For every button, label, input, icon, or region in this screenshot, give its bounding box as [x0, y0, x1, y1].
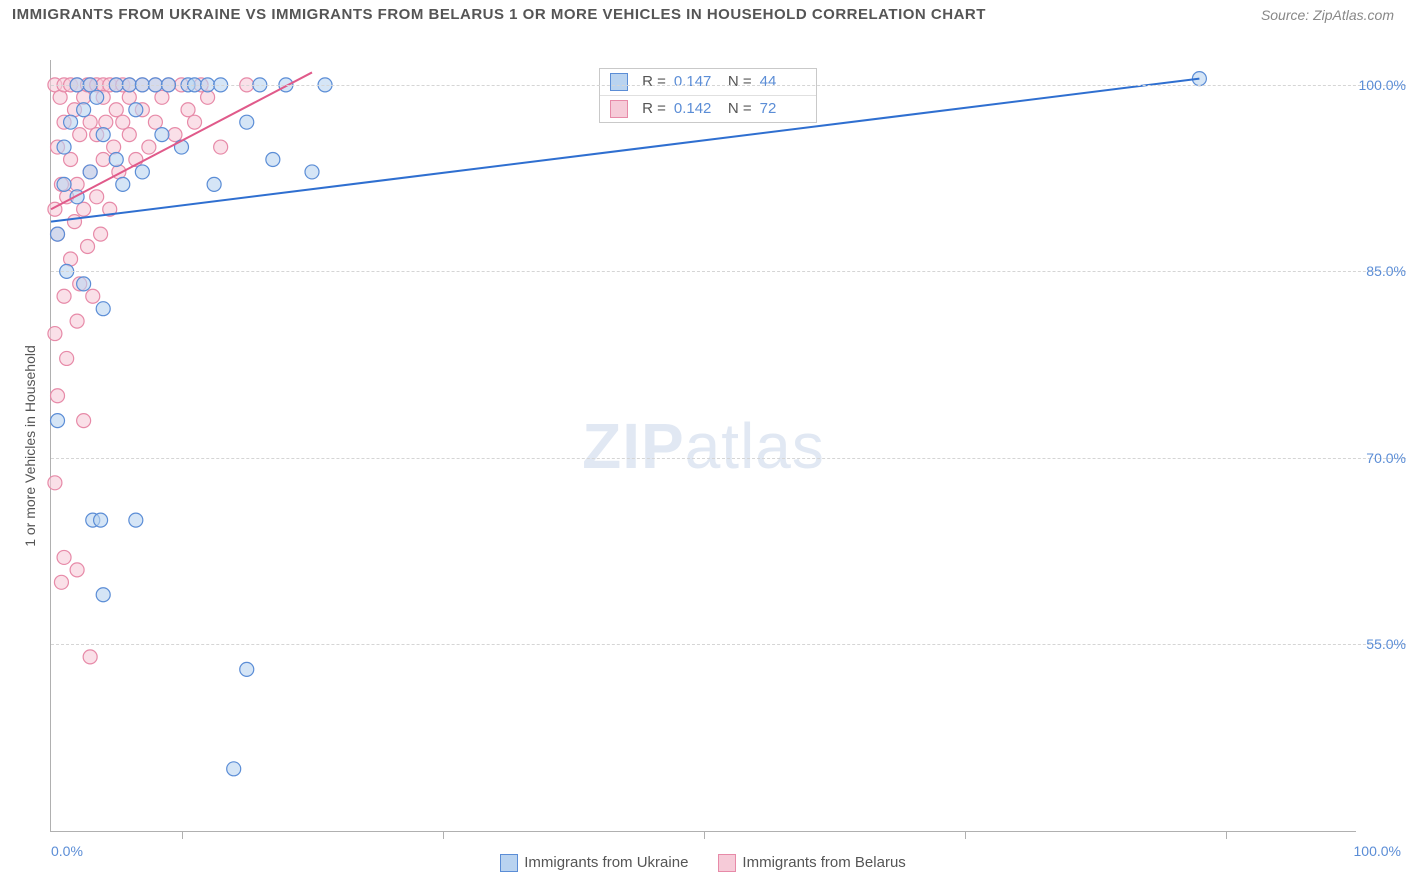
point-ukraine — [129, 513, 143, 527]
point-belarus — [73, 128, 87, 142]
point-belarus — [77, 414, 91, 428]
point-belarus — [96, 152, 110, 166]
point-ukraine — [240, 662, 254, 676]
point-belarus — [67, 215, 81, 229]
point-belarus — [94, 227, 108, 241]
bottom-legend: Immigrants from Ukraine Immigrants from B… — [0, 854, 1406, 872]
legend-swatch — [610, 73, 628, 91]
point-belarus — [90, 190, 104, 204]
point-belarus — [148, 115, 162, 129]
gridline — [51, 85, 1406, 86]
x-tick — [182, 831, 183, 839]
point-ukraine — [175, 140, 189, 154]
point-belarus — [60, 351, 74, 365]
point-belarus — [57, 550, 71, 564]
point-ukraine — [64, 115, 78, 129]
legend-label: Immigrants from Ukraine — [524, 854, 688, 871]
gridline — [51, 644, 1406, 645]
point-belarus — [168, 128, 182, 142]
point-ukraine — [207, 177, 221, 191]
point-ukraine — [129, 103, 143, 117]
point-ukraine — [227, 762, 241, 776]
point-belarus — [64, 152, 78, 166]
point-belarus — [86, 289, 100, 303]
point-ukraine — [90, 90, 104, 104]
chart-title: IMMIGRANTS FROM UKRAINE VS IMMIGRANTS FR… — [12, 6, 986, 23]
stat-r-label: R = — [642, 73, 666, 90]
point-belarus — [70, 563, 84, 577]
point-ukraine — [305, 165, 319, 179]
scatter-svg — [51, 60, 1356, 831]
stat-legend: R = 0.147 N = 44 R = 0.142 N = 72 — [599, 68, 817, 123]
stat-legend-row: R = 0.142 N = 72 — [600, 96, 816, 122]
chart-plot-area: ZIPatlas R =0.147N =44R =0.142N =72 0.0%… — [50, 60, 1356, 832]
legend-swatch — [500, 854, 518, 872]
y-tick-label: 70.0% — [1366, 450, 1406, 466]
point-belarus — [83, 650, 97, 664]
x-tick — [1226, 831, 1227, 839]
point-belarus — [54, 575, 68, 589]
point-belarus — [48, 476, 62, 490]
point-ukraine — [135, 165, 149, 179]
point-belarus — [181, 103, 195, 117]
point-ukraine — [77, 277, 91, 291]
point-ukraine — [109, 152, 123, 166]
y-tick-label: 55.0% — [1366, 636, 1406, 652]
point-belarus — [83, 115, 97, 129]
stat-n-value: 72 — [760, 100, 806, 117]
point-ukraine — [94, 513, 108, 527]
stat-n-label: N = — [728, 73, 752, 90]
point-belarus — [81, 240, 95, 254]
legend-swatch — [610, 100, 628, 118]
point-ukraine — [266, 152, 280, 166]
point-belarus — [214, 140, 228, 154]
point-belarus — [107, 140, 121, 154]
point-belarus — [188, 115, 202, 129]
stat-r-label: R = — [642, 100, 666, 117]
point-belarus — [57, 289, 71, 303]
point-ukraine — [155, 128, 169, 142]
x-tick — [704, 831, 705, 839]
point-ukraine — [51, 414, 65, 428]
legend-swatch — [718, 854, 736, 872]
source-label: Source: ZipAtlas.com — [1261, 7, 1394, 23]
x-tick — [965, 831, 966, 839]
stat-r-value: 0.142 — [674, 100, 720, 117]
point-belarus — [122, 128, 136, 142]
point-ukraine — [83, 165, 97, 179]
point-ukraine — [240, 115, 254, 129]
point-belarus — [142, 140, 156, 154]
point-ukraine — [77, 103, 91, 117]
point-belarus — [109, 103, 123, 117]
stat-r-value: 0.147 — [674, 73, 720, 90]
point-belarus — [116, 115, 130, 129]
point-belarus — [70, 314, 84, 328]
point-belarus — [77, 202, 91, 216]
legend-item: Immigrants from Belarus — [718, 854, 905, 872]
stat-n-label: N = — [728, 100, 752, 117]
point-ukraine — [96, 128, 110, 142]
stat-n-value: 44 — [760, 73, 806, 90]
gridline — [51, 458, 1406, 459]
point-belarus — [155, 90, 169, 104]
point-ukraine — [96, 302, 110, 316]
point-ukraine — [57, 140, 71, 154]
trend-line-belarus — [51, 72, 312, 209]
point-belarus — [51, 389, 65, 403]
x-tick — [443, 831, 444, 839]
point-ukraine — [116, 177, 130, 191]
y-axis-title: 1 or more Vehicles in Household — [22, 345, 38, 547]
legend-label: Immigrants from Belarus — [742, 854, 905, 871]
y-tick-label: 100.0% — [1359, 77, 1406, 93]
point-belarus — [99, 115, 113, 129]
point-ukraine — [57, 177, 71, 191]
point-ukraine — [96, 588, 110, 602]
y-tick-label: 85.0% — [1366, 263, 1406, 279]
point-ukraine — [51, 227, 65, 241]
legend-item: Immigrants from Ukraine — [500, 854, 688, 872]
point-belarus — [48, 327, 62, 341]
gridline — [51, 271, 1406, 272]
stat-legend-row: R = 0.147 N = 44 — [600, 69, 816, 96]
